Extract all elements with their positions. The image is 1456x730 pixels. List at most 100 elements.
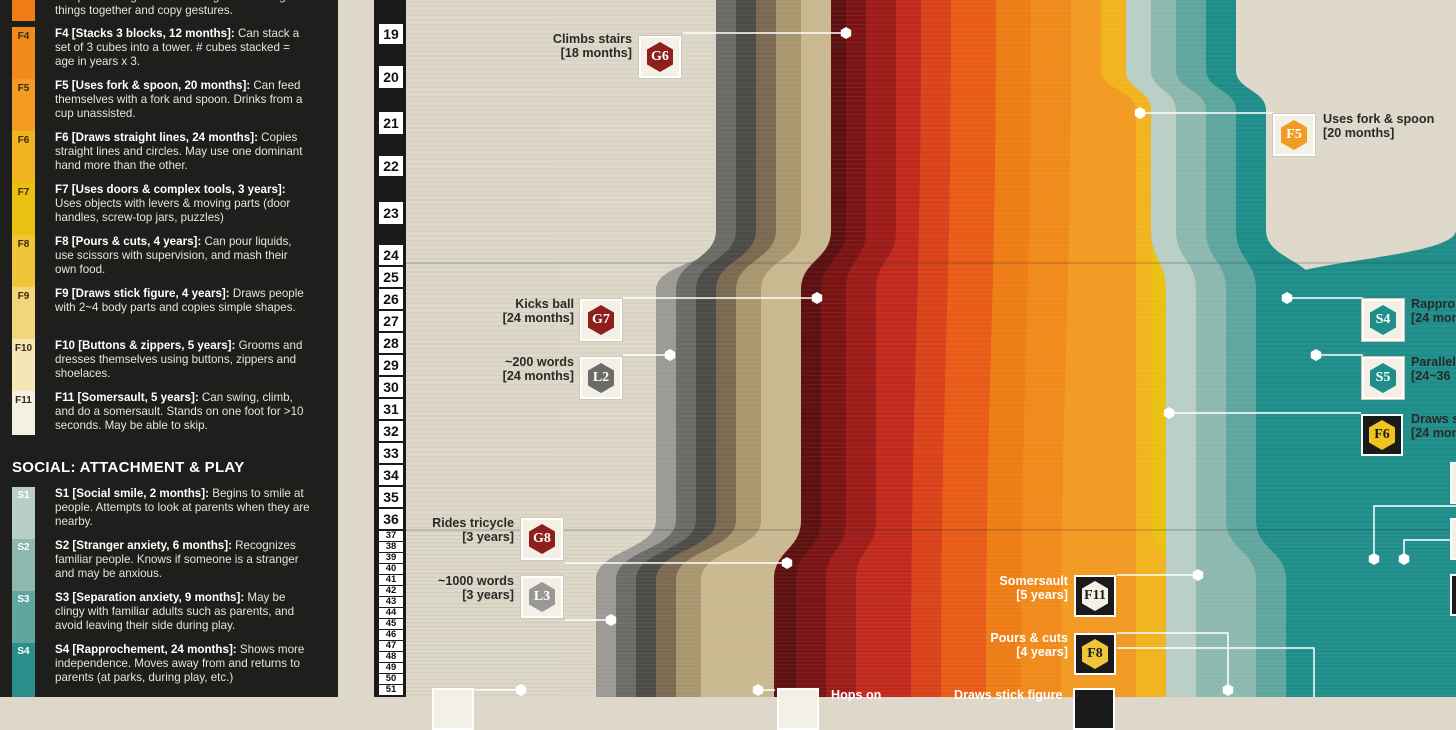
development-chart xyxy=(406,0,1456,697)
connector-dot xyxy=(752,684,764,696)
milestone-name: Rappro xyxy=(1411,297,1456,311)
age-tick: 46 xyxy=(379,630,403,641)
connector-dot xyxy=(1163,407,1175,419)
milestone-label: Climbs stairs [18 months] xyxy=(520,32,632,60)
milestone-label: Hops on xyxy=(831,688,911,702)
milestone-age: [5 years] xyxy=(1016,588,1068,602)
age-tick: 51 xyxy=(379,685,403,696)
milestone-name: Uses fork & spoon xyxy=(1323,112,1435,126)
milestone-age: [4 years] xyxy=(1016,645,1068,659)
legend-text: F11 [Somersault, 5 years]: Can swing, cl… xyxy=(55,391,304,432)
connector-dot xyxy=(515,684,527,696)
badge-code: G8 xyxy=(533,531,551,546)
legend-swatch-s2 xyxy=(12,539,35,591)
connector-line xyxy=(1403,539,1456,559)
legend-code: F11 xyxy=(15,395,32,406)
age-tick: 25 xyxy=(379,267,403,288)
age-tick: 40 xyxy=(379,564,403,575)
age-tick: 32 xyxy=(379,421,403,442)
milestone-age: [3 years] xyxy=(462,530,514,544)
milestone-badge-f5: F5 xyxy=(1273,114,1315,156)
legend-code: F10 xyxy=(14,343,33,354)
legend-text: F9 [Draws stick figure, 4 years]: Draws … xyxy=(55,287,304,314)
badge-code: F8 xyxy=(1087,646,1103,661)
milestone-badge-f8: F8 xyxy=(1074,633,1116,675)
age-tick: 50 xyxy=(379,674,403,685)
age-tick: 39 xyxy=(379,553,403,564)
age-tick: 27 xyxy=(379,311,403,332)
milestone-name: Parallel xyxy=(1411,355,1456,369)
milestone-badge-l3: L3 xyxy=(521,576,563,618)
age-tick: 48 xyxy=(379,652,403,663)
legend-swatch-f8 xyxy=(12,235,35,287)
milestone-badge-partial xyxy=(432,688,474,730)
age-tick: 37 xyxy=(379,531,403,542)
legend-swatch-f7 xyxy=(12,183,35,235)
legend-code: F4 xyxy=(17,31,30,42)
milestone-badge-partial xyxy=(1450,574,1456,616)
milestone-name: Draws s xyxy=(1411,412,1456,426)
milestone-label: Draws stick figure xyxy=(954,688,1074,702)
milestone-name: Draws stick figure xyxy=(954,688,1063,702)
milestone-label: ~1000 words [3 years] xyxy=(400,574,514,602)
legend-text-f3: and pokes things with index finger. Can … xyxy=(55,0,307,17)
milestone-label: Draws s [24 mon xyxy=(1411,412,1456,440)
age-tick: 45 xyxy=(379,619,403,630)
age-tick: 44 xyxy=(379,608,403,619)
connector-dot xyxy=(1310,349,1322,361)
hexagon-icon xyxy=(529,582,555,612)
milestone-age: [3 years] xyxy=(462,588,514,602)
hexagon-icon xyxy=(1281,120,1307,150)
milestone-age: [24 mon xyxy=(1411,311,1456,325)
gap-strip xyxy=(338,0,374,697)
legend-code: S2 xyxy=(17,542,30,553)
connector-layer xyxy=(432,27,1456,697)
legend-text: F5 [Uses fork & spoon, 20 months]: Can f… xyxy=(55,79,303,120)
connector-line xyxy=(1373,505,1456,559)
band-s3-top xyxy=(1176,0,1286,697)
connector-dot xyxy=(605,614,617,626)
connector-dot xyxy=(840,27,852,39)
legend-code: F9 xyxy=(17,291,30,302)
milestone-badge-g6: G6 xyxy=(639,36,681,78)
milestone-name: ~200 words xyxy=(505,355,574,369)
age-tick: 41 xyxy=(379,575,403,586)
milestone-badge-l2: L2 xyxy=(580,357,622,399)
legend-item-f3: and pokes things with index finger. Can … xyxy=(0,0,338,21)
connector-line xyxy=(1140,112,1274,136)
band-s2-top xyxy=(1151,0,1256,697)
milestone-age: [18 months] xyxy=(560,46,632,60)
badge-code: F11 xyxy=(1084,588,1106,603)
milestone-age: [24~36 xyxy=(1411,369,1451,383)
hexagon-icon xyxy=(588,305,614,335)
legend-code: F5 xyxy=(17,83,30,94)
milestone-name: Pours & cuts xyxy=(990,631,1068,645)
milestone-badge-g8: G8 xyxy=(521,518,563,560)
milestone-name: Somersault xyxy=(999,574,1068,588)
hexagon-icon xyxy=(588,363,614,393)
connector-dot xyxy=(1368,553,1380,565)
milestone-badge-s5: S5 xyxy=(1362,357,1404,399)
badge-code: G7 xyxy=(592,312,610,327)
age-tick: 31 xyxy=(379,399,403,420)
connector-dot xyxy=(1398,553,1410,565)
connector-dot xyxy=(1134,107,1146,119)
age-tick: 43 xyxy=(379,597,403,608)
badge-code: F6 xyxy=(1374,427,1390,442)
connector-line xyxy=(1117,647,1315,697)
age-tick: 29 xyxy=(379,355,403,376)
legend-swatch-f4 xyxy=(12,27,35,79)
age-tick: 47 xyxy=(379,641,403,652)
legend-text: F10 [Buttons & zippers, 5 years]: Grooms… xyxy=(55,339,303,380)
milestone-badge-f11: F11 xyxy=(1074,575,1116,617)
milestone-label: Rappro [24 mon xyxy=(1411,297,1456,325)
age-tick: 49 xyxy=(379,663,403,674)
age-tick: 24 xyxy=(379,245,403,266)
connector-dot xyxy=(664,349,676,361)
hexagon-icon xyxy=(1082,639,1108,669)
milestone-label: Parallel [24~36 xyxy=(1411,355,1456,383)
legend-swatch-f6 xyxy=(12,131,35,183)
legend-text: S1 [Social smile, 2 months]: Begins to s… xyxy=(55,487,310,528)
milestone-age: [24 mon xyxy=(1411,426,1456,440)
milestone-badge-s4: S4 xyxy=(1362,299,1404,341)
